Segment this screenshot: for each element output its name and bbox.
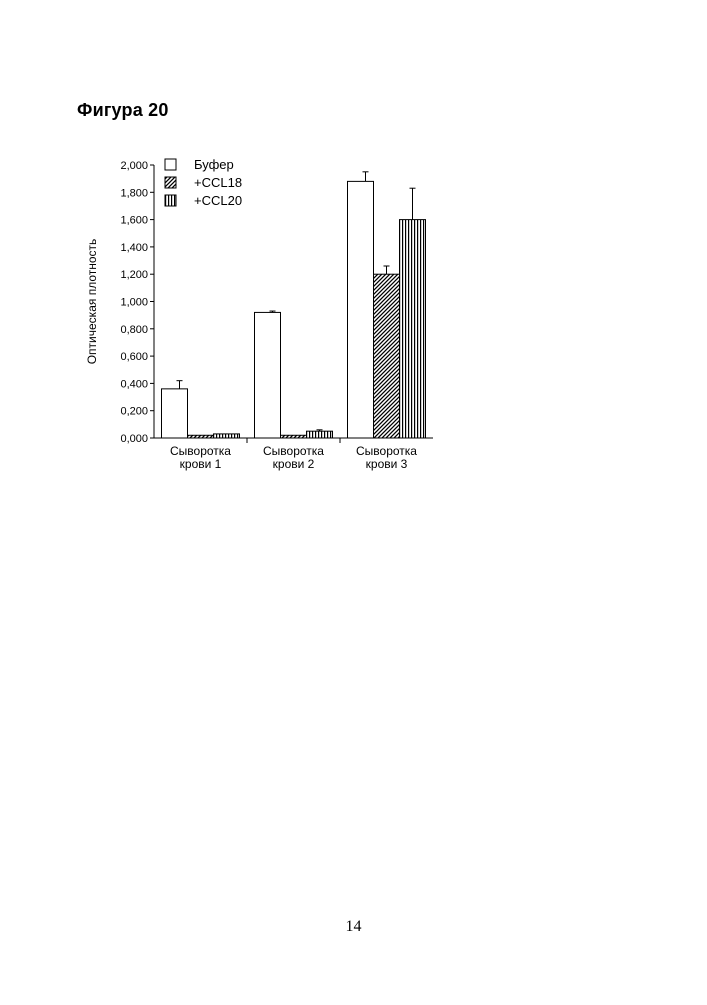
page-number: 14 bbox=[0, 918, 707, 936]
y-tick-label: 2,000 bbox=[120, 160, 148, 172]
category-label: крови 3 bbox=[366, 457, 408, 471]
legend-label-3: +CCL20 bbox=[194, 193, 242, 208]
category-label: крови 1 bbox=[180, 457, 222, 471]
y-axis-label: Оптическая плотность bbox=[85, 239, 99, 365]
bars bbox=[162, 172, 426, 438]
bar-3-2 bbox=[374, 274, 400, 438]
bar-1-2 bbox=[188, 435, 214, 438]
legend-swatch-1 bbox=[165, 159, 176, 170]
bar-3-1 bbox=[348, 181, 374, 438]
y-tick-label: 1,600 bbox=[120, 215, 148, 227]
legend: Буфер +CCL18 +CCL20 bbox=[165, 157, 242, 208]
bar-2-3 bbox=[307, 431, 333, 438]
y-tick-label: 0,400 bbox=[120, 378, 148, 390]
y-tick-label: 0,800 bbox=[120, 324, 148, 336]
legend-label-1: Буфер bbox=[194, 157, 234, 172]
category-label: Сыворотка bbox=[356, 444, 417, 458]
legend-swatch-2 bbox=[165, 177, 176, 188]
bar-2-2 bbox=[281, 435, 307, 438]
category-label: Сыворотка bbox=[170, 444, 231, 458]
y-tick-label: 0,200 bbox=[120, 406, 148, 418]
bar-1-3 bbox=[214, 434, 240, 438]
y-tick-label: 0,600 bbox=[120, 351, 148, 363]
category-label: крови 2 bbox=[273, 457, 315, 471]
y-tick-label: 1,400 bbox=[120, 242, 148, 254]
bar-2-1 bbox=[255, 312, 281, 438]
y-tick-label: 1,800 bbox=[120, 187, 148, 199]
y-tick-label: 1,200 bbox=[120, 269, 148, 281]
bar-1-1 bbox=[162, 389, 188, 438]
y-tick-label: 0,000 bbox=[120, 433, 148, 445]
legend-label-2: +CCL18 bbox=[194, 175, 242, 190]
y-tick-label: 1,000 bbox=[120, 297, 148, 309]
bar-3-3 bbox=[400, 220, 426, 438]
category-label: Сыворотка bbox=[263, 444, 324, 458]
legend-swatch-3 bbox=[165, 195, 176, 206]
